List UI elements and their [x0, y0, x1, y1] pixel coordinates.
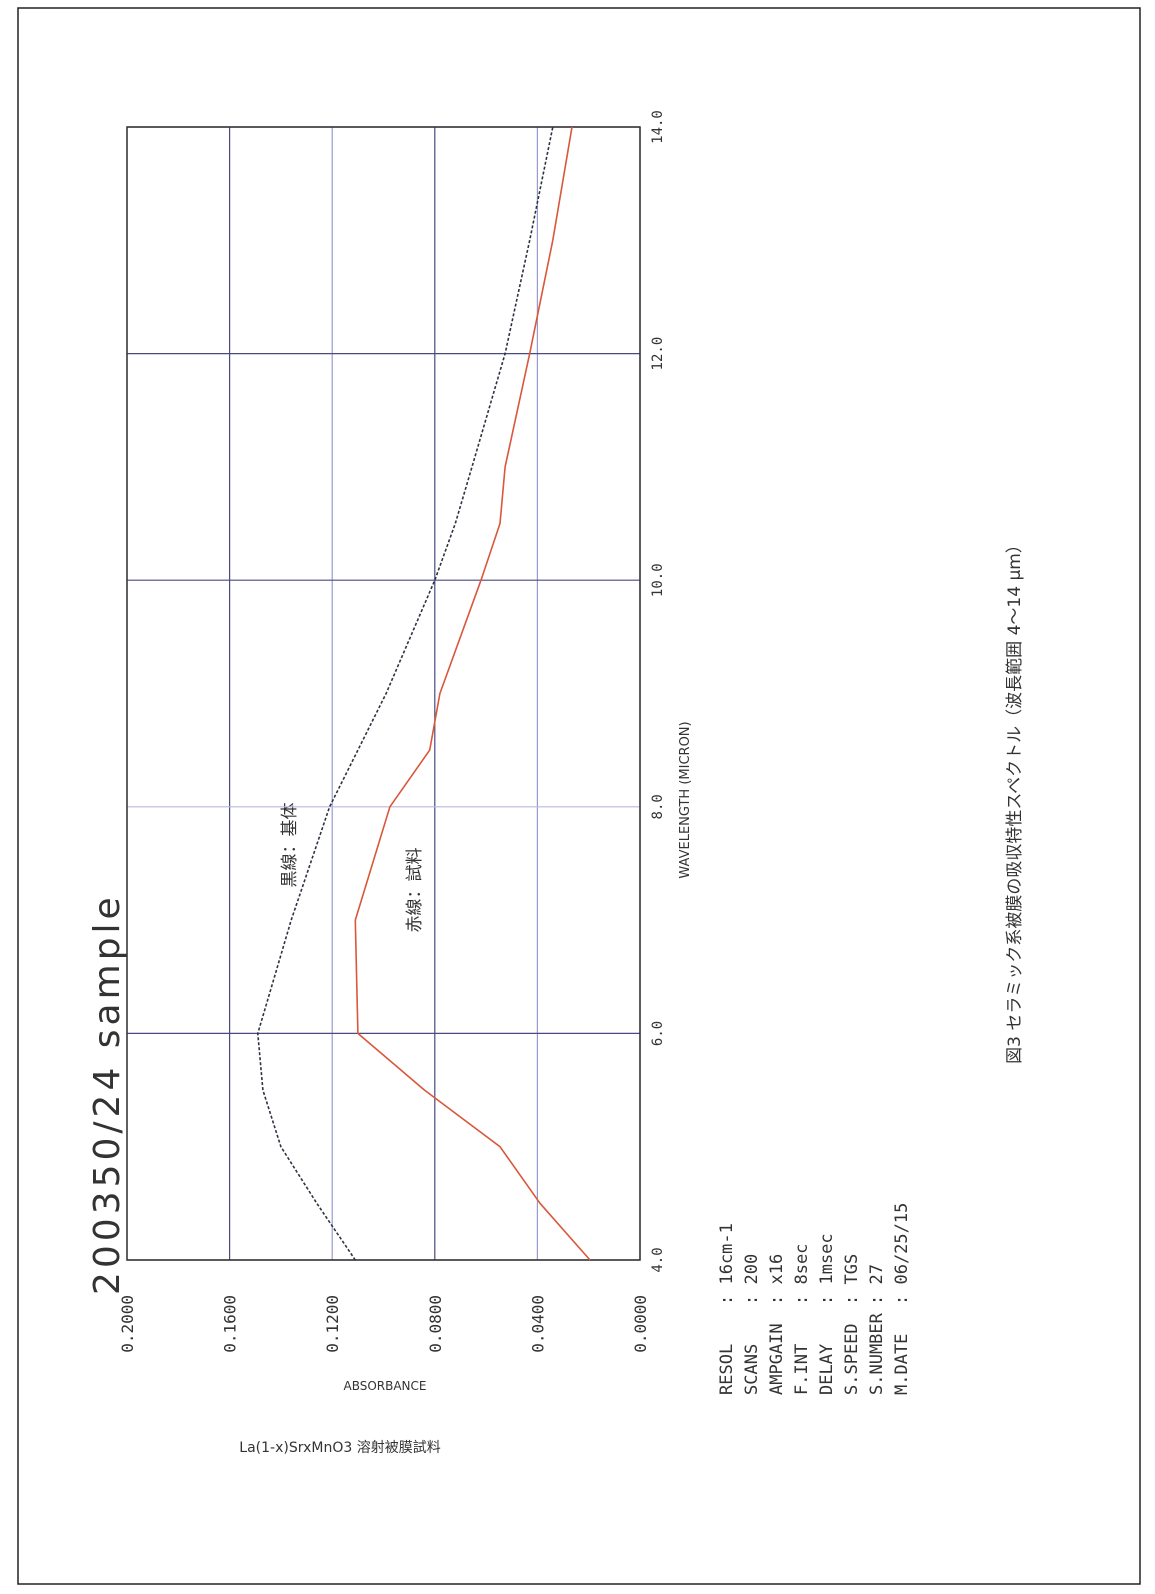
annotation: 赤線：試料	[405, 848, 425, 933]
info-label: M.DATE	[892, 1334, 912, 1395]
x-tick-label: 10.0	[650, 563, 666, 597]
series-line	[257, 126, 554, 1261]
y-axis-label: ABSORBANCE	[343, 1379, 426, 1393]
x-tick-label: 6.0	[650, 1021, 666, 1046]
x-axis-label: WAVELENGTH (MICRON)	[678, 721, 693, 878]
y-tick-label: 0.0400	[528, 1295, 547, 1353]
x-tick-label: 4.0	[650, 1247, 666, 1272]
rotated-plot: 200350/24 sample WAVELENGTH (MICRON) 黒線：…	[87, 110, 1025, 1395]
info-value: : 1msec	[817, 1233, 837, 1305]
y-tick-label: 0.1600	[221, 1295, 240, 1353]
annotation: 黒線：基体	[280, 803, 300, 888]
chart-title: 200350/24 sample	[87, 893, 128, 1295]
series-line	[354, 126, 591, 1261]
plot-frame	[126, 126, 641, 1261]
info-label: S.SPEED	[842, 1323, 862, 1395]
info-value: : 200	[742, 1254, 762, 1305]
info-label: RESOL	[717, 1344, 737, 1395]
y-tick-label: 0.2000	[118, 1295, 137, 1353]
y-tick-label: 0.1200	[323, 1295, 342, 1353]
info-value: : TGS	[842, 1254, 862, 1305]
info-label: F.INT	[792, 1344, 812, 1395]
info-label: SCANS	[742, 1344, 762, 1395]
info-value: : 8sec	[792, 1244, 812, 1305]
info-label: DELAY	[817, 1344, 837, 1395]
info-value: : x16	[767, 1254, 787, 1305]
y-tick-label: 0.0000	[631, 1295, 650, 1353]
figure-caption: 図3 セラミック系被膜の吸収特性スペクトル（波長範囲 4～14 μm）	[1005, 536, 1025, 1064]
x-tick-label: 14.0	[650, 110, 666, 144]
info-label: S.NUMBER	[867, 1312, 887, 1395]
x-tick-label: 8.0	[650, 794, 666, 819]
info-value: : 16cm-1	[717, 1223, 737, 1305]
info-value: : 06/25/15	[892, 1203, 912, 1305]
info-value: : 27	[867, 1264, 887, 1305]
page-border	[17, 7, 1141, 1585]
sample-caption: La(1-x)SrxMnO3 溶射被膜試料	[239, 1440, 440, 1456]
y-tick-label: 0.0800	[426, 1295, 445, 1353]
x-tick-label: 12.0	[650, 337, 666, 371]
info-label: AMPGAIN	[767, 1323, 787, 1395]
